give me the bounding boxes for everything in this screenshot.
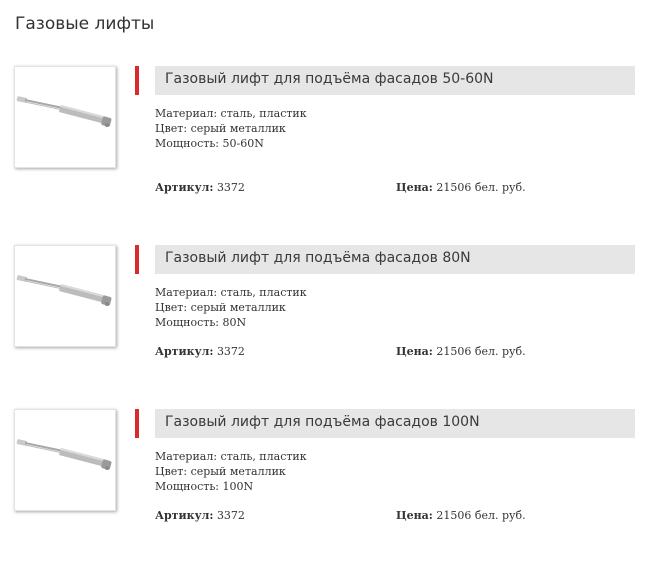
page-title: Газовые лифты	[15, 14, 155, 34]
price-label: Цена:	[396, 181, 433, 194]
spec-power: Мощность: 100N	[155, 480, 254, 493]
price-value: 21506 бел. руб.	[436, 181, 526, 194]
price-label: Цена:	[396, 509, 433, 522]
price-label: Цена:	[396, 345, 433, 358]
gas-lift-icon	[16, 275, 112, 306]
product-specs: Материал: сталь, пластик Цвет: серый мет…	[155, 449, 307, 494]
spec-material: Материал: сталь, пластик	[155, 286, 307, 299]
product-card: Газовый лифт для подъёма фасадов 50-60N …	[14, 66, 639, 194]
accent-bar	[135, 409, 139, 438]
gas-lift-icon	[16, 96, 112, 127]
spec-color: Цвет: серый металлик	[155, 122, 286, 135]
article-value: 3372	[216, 181, 245, 194]
product-card: Газовый лифт для подъёма фасадов 80N Мат…	[14, 245, 639, 358]
product-title-bar[interactable]: Газовый лифт для подъёма фасадов 100N	[155, 409, 635, 438]
spec-power: Мощность: 80N	[155, 316, 247, 329]
price-row: Цена: 21506 бел. руб.	[396, 509, 526, 522]
price-value: 21506 бел. руб.	[436, 345, 526, 358]
price-row: Цена: 21506 бел. руб.	[396, 181, 526, 194]
product-card: Газовый лифт для подъёма фасадов 100N Ма…	[14, 409, 639, 522]
article-row: Артикул: 3372	[155, 509, 245, 522]
price-row: Цена: 21506 бел. руб.	[396, 345, 526, 358]
spec-color: Цвет: серый металлик	[155, 301, 286, 314]
product-specs: Материал: сталь, пластик Цвет: серый мет…	[155, 285, 307, 330]
product-title[interactable]: Газовый лифт для подъёма фасадов 100N	[165, 414, 480, 430]
spec-material: Материал: сталь, пластик	[155, 107, 307, 120]
accent-bar	[135, 66, 139, 95]
product-image[interactable]	[14, 409, 116, 511]
article-label: Артикул:	[155, 345, 214, 358]
article-row: Артикул: 3372	[155, 345, 245, 358]
product-title-bar[interactable]: Газовый лифт для подъёма фасадов 50-60N	[155, 66, 635, 95]
gas-lift-icon	[16, 439, 112, 470]
article-row: Артикул: 3372	[155, 181, 245, 194]
spec-material: Материал: сталь, пластик	[155, 450, 307, 463]
product-specs: Материал: сталь, пластик Цвет: серый мет…	[155, 106, 307, 151]
accent-bar	[135, 245, 139, 274]
article-value: 3372	[216, 345, 245, 358]
product-image[interactable]	[14, 66, 116, 168]
spec-power: Мощность: 50-60N	[155, 137, 264, 150]
price-value: 21506 бел. руб.	[436, 509, 526, 522]
article-label: Артикул:	[155, 181, 214, 194]
article-label: Артикул:	[155, 509, 214, 522]
product-title[interactable]: Газовый лифт для подъёма фасадов 50-60N	[165, 71, 494, 87]
article-value: 3372	[216, 509, 245, 522]
product-image[interactable]	[14, 245, 116, 347]
product-title[interactable]: Газовый лифт для подъёма фасадов 80N	[165, 250, 471, 266]
spec-color: Цвет: серый металлик	[155, 465, 286, 478]
product-title-bar[interactable]: Газовый лифт для подъёма фасадов 80N	[155, 245, 635, 274]
